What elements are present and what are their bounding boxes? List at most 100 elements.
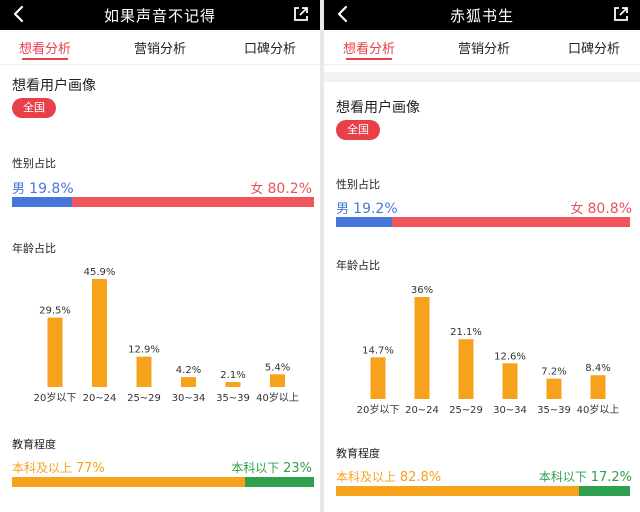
page-title: 如果声音不记得 xyxy=(103,7,216,25)
male-label: 男 xyxy=(12,182,26,197)
back-icon[interactable] xyxy=(332,2,354,26)
edu-below-ratio: 本科以下 23% xyxy=(231,459,312,476)
edu-above-label: 本科及以上 xyxy=(336,470,397,484)
age-bar-value-label: 12.6% xyxy=(494,351,526,362)
age-bar-value-label: 4.2% xyxy=(176,365,201,376)
tab-bar: 想看分析 营销分析 口碑分析 xyxy=(324,30,640,65)
age-bar-value-label: 45.9% xyxy=(84,267,116,278)
active-tab-indicator xyxy=(22,58,68,60)
top-bar: 如果声音不记得 xyxy=(0,0,320,30)
age-bar-chart: 29.5% 20岁以下 45.9% 20~24 12.9% 25~29 4.2% 30~34 2… xyxy=(34,267,299,404)
male-value: 19.2% xyxy=(353,201,398,217)
age-bar-value-label: 2.1% xyxy=(220,370,245,381)
female-label: 女 xyxy=(570,202,584,217)
tab-marketing-analysis[interactable]: 营销分析 xyxy=(133,42,186,57)
tab-want-analysis[interactable]: 想看分析 xyxy=(342,42,395,57)
male-bar xyxy=(336,217,392,227)
age-category-label: 25~29 xyxy=(127,393,161,404)
male-bar xyxy=(12,197,72,207)
female-label: 女 xyxy=(250,182,264,197)
age-bar xyxy=(502,363,518,399)
age-category-label: 20~24 xyxy=(405,405,439,416)
female-ratio: 女 80.8% xyxy=(570,198,632,217)
age-bar xyxy=(47,317,63,387)
gender-label: 性别占比 xyxy=(336,178,380,191)
age-bar xyxy=(225,382,241,387)
age-bar-value-label: 5.4% xyxy=(265,362,290,373)
age-bar xyxy=(370,357,386,399)
age-bar-value-label: 12.9% xyxy=(128,345,160,356)
back-icon[interactable] xyxy=(8,2,30,26)
age-category-label: 20~24 xyxy=(83,393,117,404)
male-value: 19.8% xyxy=(29,181,74,197)
edu-below-label: 本科以下 xyxy=(231,461,280,475)
age-category-label: 35~39 xyxy=(216,393,250,404)
age-bar-value-label: 7.2% xyxy=(541,367,566,378)
male-ratio: 男 19.8% xyxy=(12,178,74,197)
edu-below-bar xyxy=(245,477,314,487)
age-bar xyxy=(458,339,474,399)
edu-above-ratio: 本科及以上 77% xyxy=(12,459,105,476)
edu-above-bar xyxy=(336,486,579,496)
section-separator xyxy=(324,72,640,82)
edu-below-bar xyxy=(579,486,630,496)
education-label: 教育程度 xyxy=(336,447,380,460)
gender-label: 性别占比 xyxy=(12,157,56,170)
top-bar: 赤狐书生 xyxy=(324,0,640,30)
female-value: 80.2% xyxy=(267,181,312,197)
female-bar xyxy=(72,197,314,207)
edu-below-ratio: 本科以下 17.2% xyxy=(539,468,632,485)
age-category-label: 20岁以下 xyxy=(34,391,77,404)
age-category-label: 30~34 xyxy=(172,393,206,404)
section-title: 想看用户画像 xyxy=(336,100,420,116)
active-tab-indicator xyxy=(346,58,392,60)
edu-above-value: 82.8% xyxy=(399,470,442,485)
age-bar-value-label: 14.7% xyxy=(362,345,394,356)
education-label: 教育程度 xyxy=(12,438,56,451)
tab-bar: 想看分析 营销分析 口碑分析 xyxy=(0,30,320,65)
age-bar xyxy=(590,375,606,399)
region-pill[interactable]: 全国 xyxy=(336,120,380,140)
age-category-label: 40岁以上 xyxy=(256,391,299,404)
section-title: 想看用户画像 xyxy=(12,78,96,94)
edu-above-ratio: 本科及以上 82.8% xyxy=(336,468,441,485)
female-value: 80.8% xyxy=(587,201,632,217)
age-bar xyxy=(92,279,107,387)
region-pill[interactable]: 全国 xyxy=(12,98,56,118)
panel-divider xyxy=(320,0,324,512)
movie-panel-left: 如果声音不记得 想看分析 营销分析 口碑分析 想看用户画像 全国 性别占比 男 … xyxy=(0,0,320,487)
edu-above-label: 本科及以上 xyxy=(12,461,73,475)
age-category-label: 40岁以上 xyxy=(577,403,620,416)
male-label: 男 xyxy=(336,202,350,217)
age-bar xyxy=(136,356,152,387)
age-bar xyxy=(414,297,430,399)
age-bar-value-label: 29.5% xyxy=(39,306,71,317)
edu-below-label: 本科以下 xyxy=(538,470,587,484)
tab-marketing-analysis[interactable]: 营销分析 xyxy=(457,42,510,57)
male-ratio: 男 19.2% xyxy=(336,198,398,217)
share-icon[interactable] xyxy=(292,5,310,23)
edu-below-value: 17.2% xyxy=(590,470,632,485)
tab-reputation-analysis[interactable]: 口碑分析 xyxy=(243,42,296,57)
age-bar xyxy=(546,378,562,399)
age-category-label: 25~29 xyxy=(449,405,483,416)
page-title: 赤狐书生 xyxy=(449,7,514,25)
age-bar-chart: 14.7% 20岁以下 36% 20~24 21.1% 25~29 12.6% 30~34 7.… xyxy=(357,285,620,416)
tab-reputation-analysis[interactable]: 口碑分析 xyxy=(567,42,620,57)
age-label: 年龄占比 xyxy=(336,259,380,272)
age-bar-value-label: 21.1% xyxy=(450,327,482,338)
age-bar-value-label: 8.4% xyxy=(585,363,610,374)
age-bar-value-label: 36% xyxy=(411,285,433,296)
edu-below-value: 23% xyxy=(283,461,312,476)
edu-above-value: 77% xyxy=(75,461,105,476)
female-bar xyxy=(392,217,630,227)
age-category-label: 30~34 xyxy=(493,405,527,416)
tab-want-analysis[interactable]: 想看分析 xyxy=(18,42,71,57)
age-category-label: 20岁以下 xyxy=(357,403,400,416)
share-icon[interactable] xyxy=(612,5,630,23)
female-ratio: 女 80.2% xyxy=(250,178,312,197)
age-label: 年龄占比 xyxy=(12,242,56,255)
age-category-label: 35~39 xyxy=(537,405,571,416)
edu-above-bar xyxy=(12,477,245,487)
